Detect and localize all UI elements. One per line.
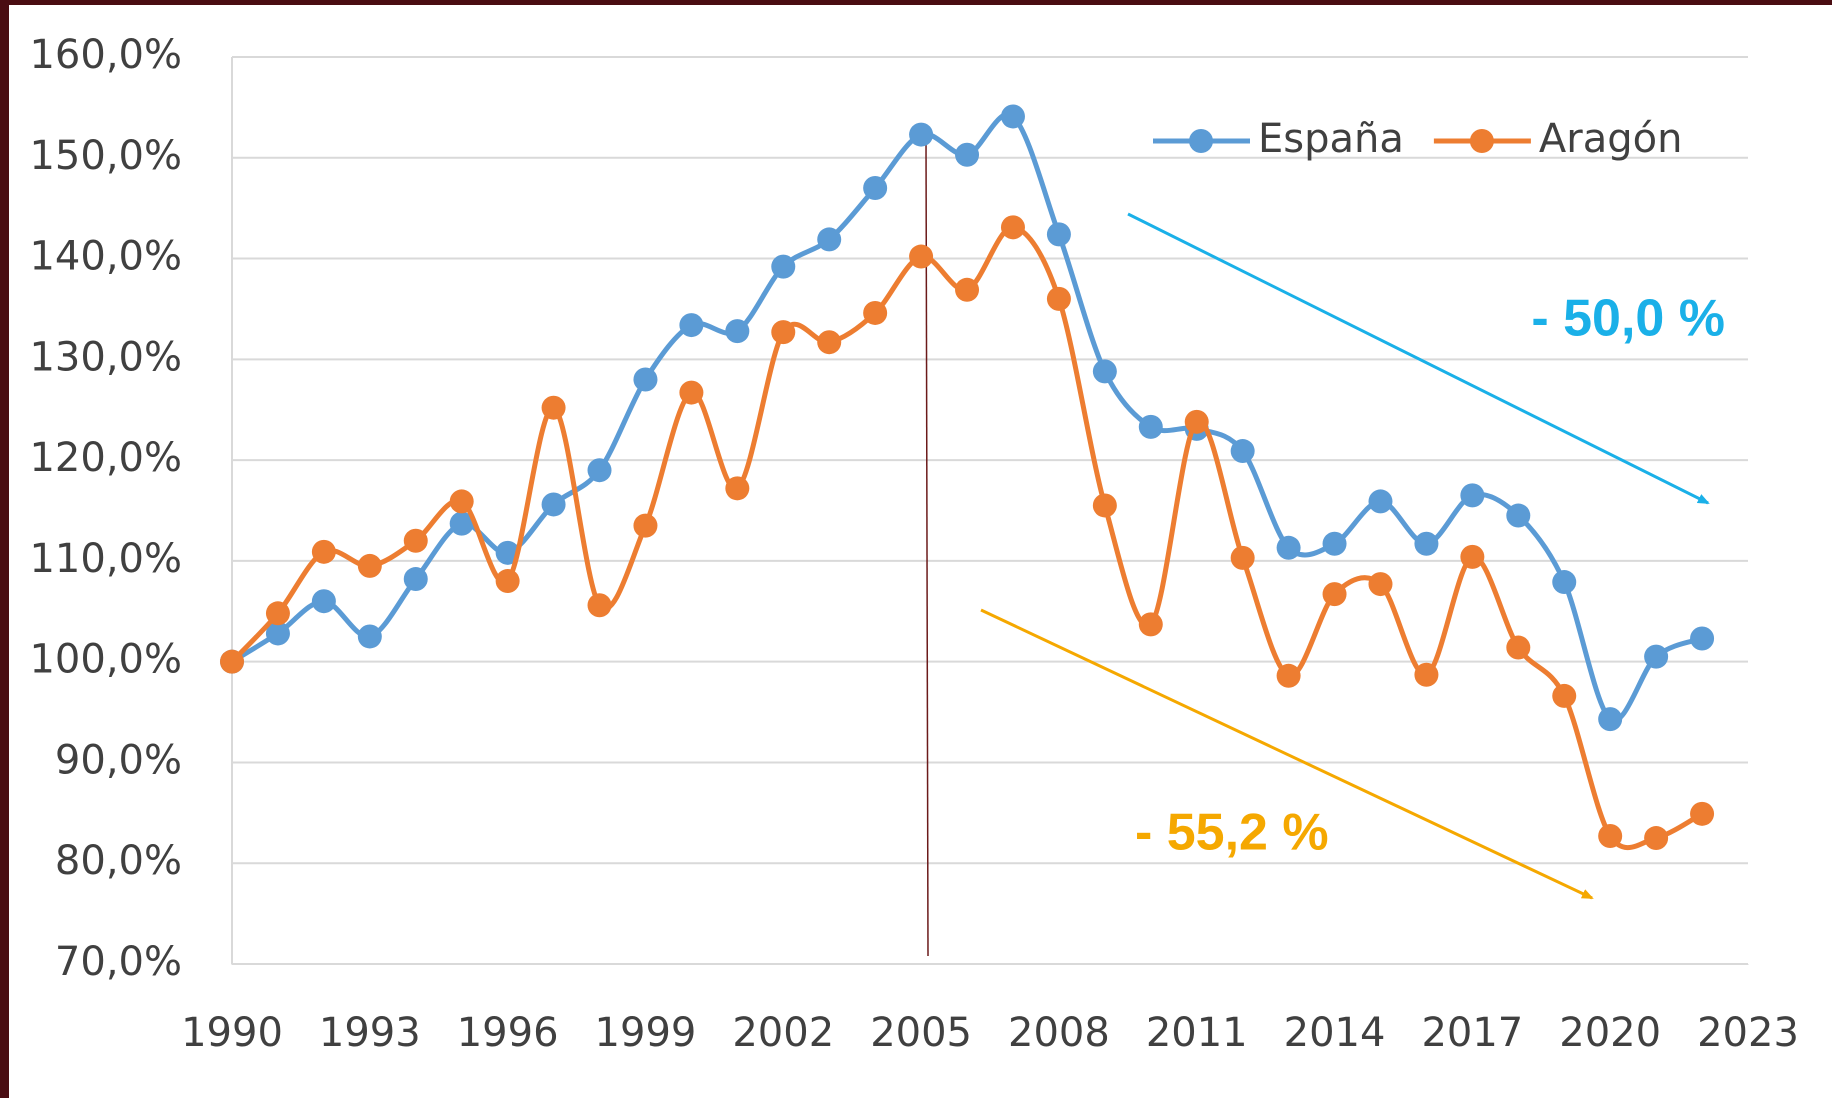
data-point — [1138, 612, 1163, 637]
data-point — [1690, 801, 1715, 826]
data-point — [679, 313, 704, 338]
data-point — [1322, 582, 1347, 607]
y-tick-label: 90,0% — [55, 737, 182, 783]
data-point — [495, 569, 520, 594]
data-point — [909, 122, 934, 147]
data-point — [817, 227, 842, 252]
data-point — [725, 319, 750, 344]
data-point — [1092, 359, 1117, 384]
y-tick-label: 100,0% — [29, 637, 182, 683]
data-point — [1000, 104, 1025, 129]
annotation-arrow — [1127, 212, 1710, 505]
data-point — [633, 513, 658, 538]
data-point — [311, 539, 336, 564]
data-point — [1598, 824, 1623, 849]
data-point — [1460, 544, 1485, 569]
data-point — [633, 367, 658, 392]
data-point — [1414, 662, 1439, 687]
data-point — [1230, 439, 1255, 464]
y-tick-label: 120,0% — [29, 435, 182, 481]
legend-label: Aragón — [1539, 116, 1683, 162]
x-tick-label: 2008 — [1008, 1010, 1110, 1056]
data-point — [1644, 826, 1669, 851]
data-point — [587, 458, 612, 483]
reference-line — [925, 139, 929, 957]
y-tick-label: 160,0% — [29, 32, 182, 78]
data-point — [771, 254, 796, 279]
legend-label: España — [1258, 116, 1404, 162]
x-tick-label: 1993 — [319, 1010, 421, 1056]
data-point — [955, 277, 980, 302]
x-tick-label: 2017 — [1421, 1010, 1523, 1056]
annotation: - 55,2 % — [1135, 804, 1329, 862]
data-point — [1552, 683, 1577, 708]
data-point — [449, 511, 474, 536]
data-point — [1000, 215, 1025, 240]
y-tick-label: 140,0% — [29, 234, 182, 280]
data-point — [587, 593, 612, 618]
x-tick-label: 1990 — [181, 1010, 283, 1056]
annotation-arrow — [980, 608, 1594, 900]
data-point — [863, 300, 888, 325]
data-point — [1322, 531, 1347, 556]
data-point — [863, 176, 888, 201]
data-point — [955, 142, 980, 167]
data-point — [1506, 635, 1531, 660]
y-tick-label: 130,0% — [29, 334, 182, 380]
data-point — [909, 244, 934, 269]
data-point — [357, 553, 382, 578]
y-tick-label: 70,0% — [55, 939, 182, 985]
data-point — [1046, 286, 1071, 311]
data-point — [541, 492, 566, 517]
data-point — [1414, 531, 1439, 556]
x-tick-label: 2023 — [1697, 1010, 1799, 1056]
data-point — [1276, 535, 1301, 560]
chart-background — [9, 5, 1832, 1098]
data-point — [771, 320, 796, 345]
y-tick-label: 150,0% — [29, 133, 182, 179]
data-point — [725, 476, 750, 501]
annotation: - 50,0 % — [1531, 290, 1725, 348]
data-point — [403, 528, 428, 553]
data-point — [403, 567, 428, 592]
x-tick-label: 2005 — [870, 1010, 972, 1056]
x-tick-label: 2002 — [732, 1010, 834, 1056]
data-point — [1230, 545, 1255, 570]
data-point — [541, 395, 566, 420]
x-tick-label: 2020 — [1559, 1010, 1661, 1056]
x-tick-label: 1999 — [595, 1010, 697, 1056]
data-point — [817, 330, 842, 355]
data-point — [1368, 572, 1393, 597]
data-point — [1552, 570, 1577, 595]
legend-marker — [1189, 129, 1213, 153]
data-point — [679, 380, 704, 405]
x-tick-label: 2011 — [1146, 1010, 1248, 1056]
data-point — [1644, 644, 1669, 669]
data-point — [311, 589, 336, 614]
data-point — [1092, 493, 1117, 518]
y-tick-label: 80,0% — [55, 838, 182, 884]
data-point — [1276, 663, 1301, 688]
data-point — [1598, 707, 1623, 732]
data-point — [1368, 489, 1393, 514]
data-point — [265, 621, 290, 646]
y-tick-label: 110,0% — [29, 536, 182, 582]
data-point — [1460, 483, 1485, 508]
data-point — [449, 489, 474, 514]
data-point — [1184, 409, 1209, 434]
data-point — [1046, 222, 1071, 247]
data-point — [1506, 503, 1531, 528]
data-point — [220, 649, 244, 674]
x-tick-label: 1996 — [457, 1010, 559, 1056]
x-tick-label: 2014 — [1284, 1010, 1386, 1056]
data-point — [265, 601, 290, 626]
data-point — [357, 624, 382, 649]
data-point — [1690, 626, 1715, 651]
data-point — [1138, 414, 1163, 439]
legend-marker — [1469, 129, 1494, 153]
